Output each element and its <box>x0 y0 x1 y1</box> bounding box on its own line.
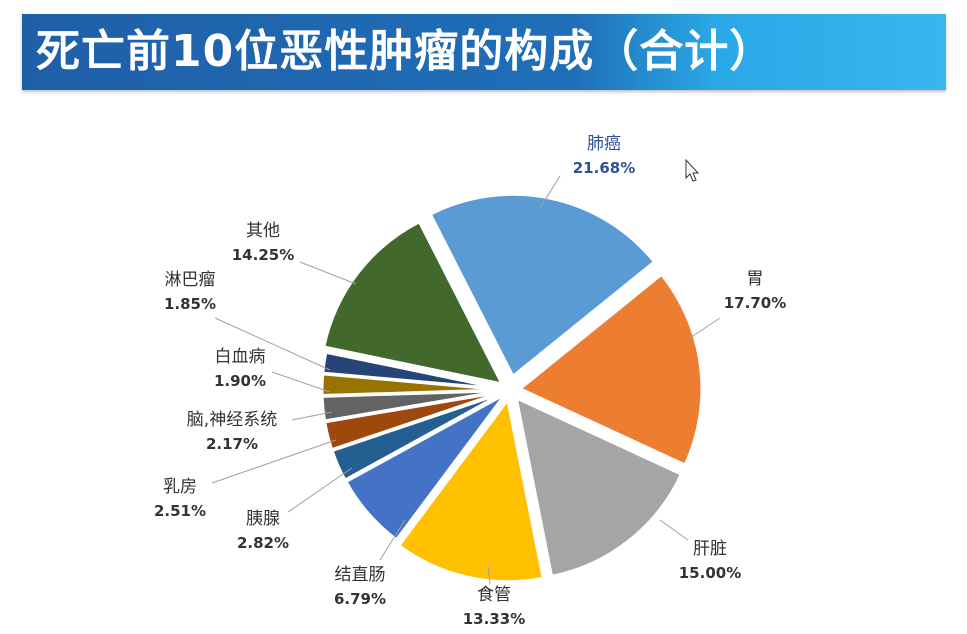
leader-line-10 <box>214 317 331 371</box>
slice-name-label: 白血病 <box>215 347 266 367</box>
pie-slice-1 <box>428 192 657 379</box>
leader-line-2 <box>689 317 721 339</box>
slice-name-label: 胃 <box>747 269 764 289</box>
leader-line-8 <box>291 411 333 421</box>
leader-line-9 <box>271 371 331 393</box>
leader-lines <box>211 175 721 585</box>
slice-name-label: 乳房 <box>163 477 197 497</box>
leader-line-5 <box>379 519 406 561</box>
leader-line-4 <box>487 565 491 585</box>
slice-name-label: 食管 <box>477 585 511 605</box>
pie-slice-5 <box>343 392 507 542</box>
leader-line-7 <box>211 439 337 484</box>
pie-slices <box>320 192 704 584</box>
mouse-cursor-icon <box>685 158 700 182</box>
slice-value-label: 2.17% <box>206 435 258 453</box>
slice-labels: 肺癌 21.68% 胃 17.70% 肝脏 15.00% 食管 13.33% 结直肠 6.79% 胰… <box>154 134 786 628</box>
slice-name-label: 结直肠 <box>335 565 386 585</box>
slice-value-label: 21.68% <box>573 159 635 177</box>
slice-value-label: 1.85% <box>164 295 216 313</box>
slice-value-label: 15.00% <box>679 564 741 582</box>
pie-slice-10 <box>321 350 505 391</box>
slice-name-label: 胰腺 <box>246 509 280 529</box>
pie-slice-4 <box>396 396 546 584</box>
slice-value-label: 6.79% <box>334 590 386 608</box>
slice-value-label: 2.51% <box>154 502 206 520</box>
leader-line-1 <box>539 175 561 209</box>
slice-name-label: 肺癌 <box>587 134 621 154</box>
slice-value-label: 17.70% <box>724 294 786 312</box>
pie-slice-11 <box>322 219 505 387</box>
slice-name-label: 其他 <box>246 221 280 241</box>
leader-line-11 <box>299 261 357 285</box>
pie-slice-2 <box>517 272 704 468</box>
leader-line-6 <box>287 467 353 513</box>
pie-slice-3 <box>514 395 684 579</box>
slice-name-label: 肝脏 <box>693 539 727 559</box>
slice-value-label: 2.82% <box>237 534 289 552</box>
chart-title: 死亡前10位恶性肿瘤的构成（合计） <box>36 26 775 77</box>
slice-value-label: 1.90% <box>214 372 266 390</box>
leader-line-3 <box>659 519 689 541</box>
slice-name-label: 脑,神经系统 <box>187 410 277 430</box>
slice-name-label: 淋巴瘤 <box>165 270 216 290</box>
title-bar: 死亡前10位恶性肿瘤的构成（合计） <box>22 14 946 90</box>
slice-value-label: 14.25% <box>232 246 294 264</box>
slice-value-label: 13.33% <box>463 610 525 628</box>
